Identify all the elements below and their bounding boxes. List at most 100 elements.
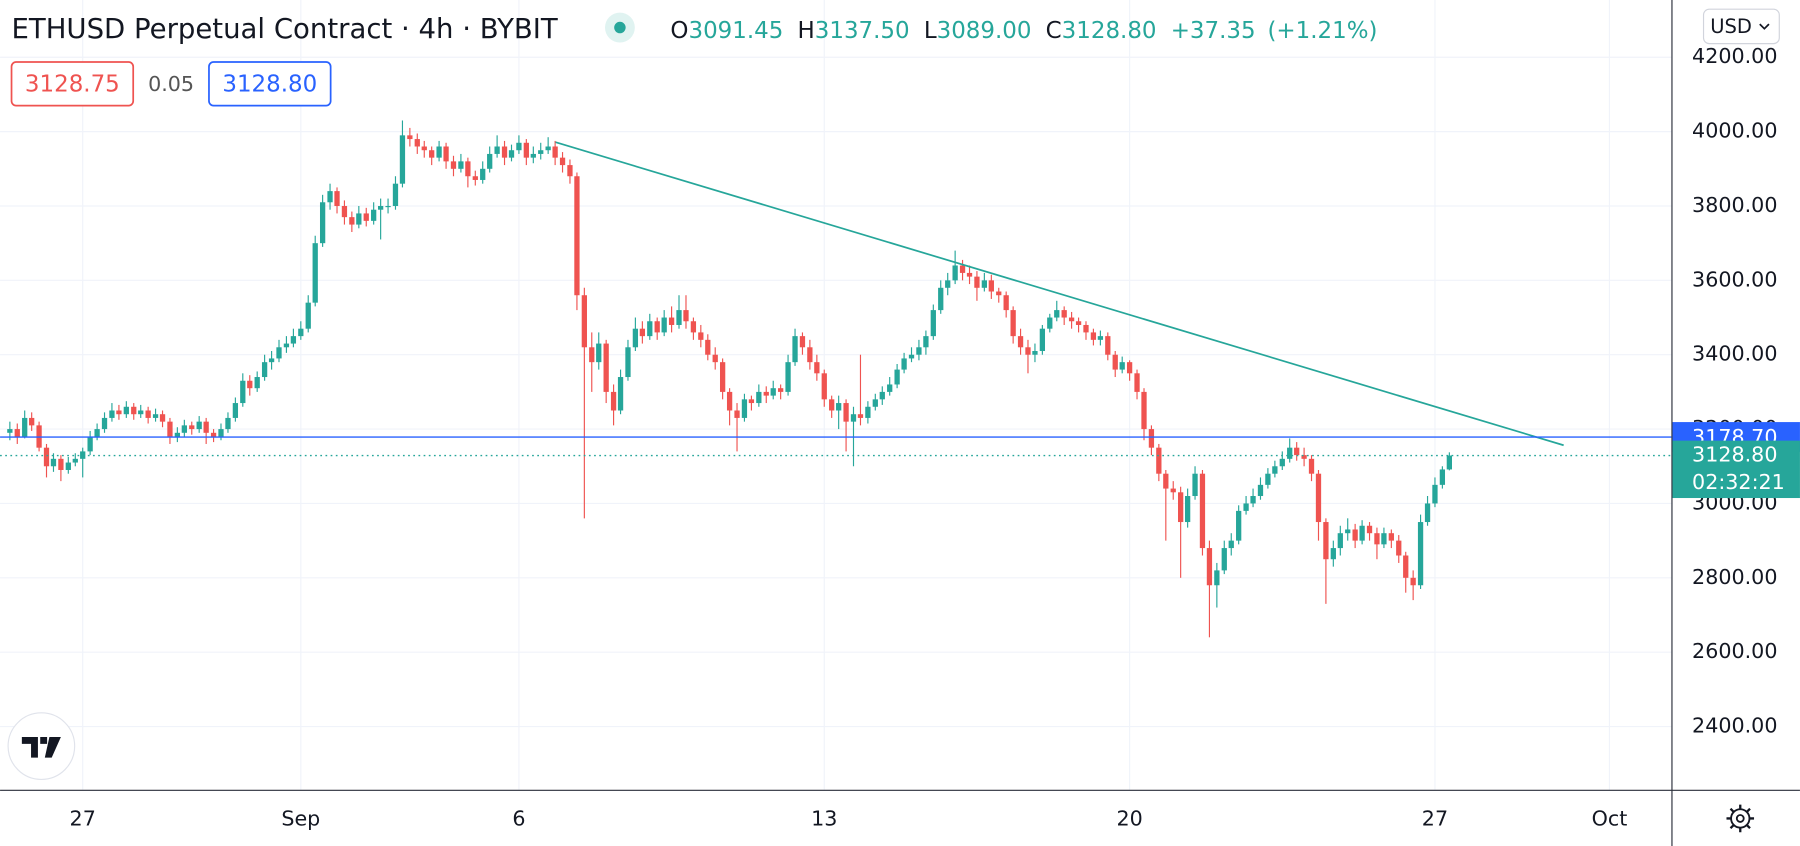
ask-price[interactable]: 3128.80 — [222, 71, 317, 97]
candle-body — [1156, 447, 1162, 474]
candle-body — [807, 347, 813, 363]
candle-body — [167, 421, 173, 437]
axes: 2400.002600.002800.003000.003200.003400.… — [70, 44, 1800, 831]
x-tick-label: Oct — [1592, 807, 1628, 831]
candle-body — [116, 410, 122, 415]
candle-body — [1403, 555, 1409, 578]
candle-body — [1337, 533, 1343, 549]
gear-hub[interactable] — [1735, 814, 1745, 823]
candle-body — [305, 302, 311, 329]
candle-body — [1025, 347, 1031, 355]
candle-body — [1141, 391, 1147, 430]
gear-teeth — [1726, 804, 1755, 833]
candle-body — [1003, 295, 1009, 311]
candle-body — [945, 280, 951, 288]
candle-body — [1184, 496, 1191, 523]
candle-body — [952, 265, 958, 281]
candle-body — [1257, 484, 1264, 497]
candle-body — [1134, 373, 1140, 392]
candle-body — [1388, 533, 1394, 541]
candle-body — [65, 462, 71, 470]
candle-body — [639, 328, 646, 337]
candle-body — [1294, 447, 1300, 456]
y-tick-label: 4000.00 — [1692, 119, 1777, 143]
currency-button[interactable] — [1702, 8, 1780, 45]
candle-body — [865, 406, 871, 418]
candle-body — [1250, 496, 1256, 504]
h-key: H — [798, 17, 815, 43]
candle-body — [908, 354, 915, 359]
ask-box[interactable] — [208, 61, 332, 107]
candle-body — [109, 410, 115, 418]
tv-logo-bg[interactable] — [7, 712, 76, 780]
bid-box[interactable] — [10, 61, 135, 107]
candle-body — [1439, 469, 1446, 485]
candle-body — [465, 161, 471, 177]
o-value: 3091.45 — [688, 17, 783, 43]
c-key: C — [1046, 17, 1062, 43]
bid-price[interactable]: 3128.75 — [25, 71, 120, 97]
candle-body — [916, 347, 922, 355]
candle-body — [938, 287, 944, 311]
h-value: 3137.50 — [815, 17, 910, 43]
last-price-label: 3128.80 — [1692, 443, 1777, 467]
candle-body — [814, 362, 820, 374]
candle-body — [1047, 317, 1053, 329]
candle-body — [1366, 525, 1373, 534]
candle-body — [668, 317, 675, 325]
candle-body — [1228, 540, 1234, 549]
candle-body — [545, 146, 551, 151]
candle-body — [181, 425, 187, 433]
candle-body — [203, 421, 209, 433]
candle-body — [879, 391, 885, 400]
l-value: 3089.00 — [937, 17, 1032, 43]
currency-label[interactable]: USD — [1710, 15, 1752, 38]
candle-body — [741, 399, 748, 418]
candle-body — [552, 146, 558, 158]
candle-body — [705, 339, 711, 355]
candle-body — [1075, 321, 1082, 325]
candle-body — [1330, 548, 1336, 560]
candle-body — [254, 377, 260, 389]
candle-body — [458, 161, 464, 169]
candle-body — [392, 183, 399, 206]
candle-body — [312, 243, 318, 303]
candle-body — [421, 146, 427, 151]
candle-body — [487, 153, 493, 169]
candle-body — [1083, 324, 1089, 333]
candle-body — [676, 310, 682, 325]
candle-body — [603, 343, 609, 392]
candle-body — [385, 205, 391, 208]
l-key: L — [924, 17, 937, 43]
candle-body — [1446, 455, 1452, 470]
candle-body — [850, 414, 857, 422]
candle-body — [1417, 522, 1424, 586]
candle-body — [981, 280, 987, 288]
candle-body — [378, 205, 384, 210]
y-tick-label: 2400.00 — [1692, 714, 1777, 738]
candle-body — [1119, 362, 1125, 370]
candle-body — [1178, 492, 1184, 523]
candle-body — [712, 354, 718, 363]
candle-body — [443, 146, 449, 162]
candle-body — [574, 176, 580, 296]
candle-body — [785, 362, 791, 392]
candle-body — [617, 377, 624, 411]
settings-gear[interactable] — [1726, 804, 1755, 833]
candle-body — [101, 417, 108, 430]
candle-body — [872, 399, 878, 407]
candle-body — [87, 436, 93, 452]
candle-body — [1345, 529, 1351, 534]
candle-body — [1308, 458, 1315, 474]
candle-body — [857, 414, 864, 418]
candle-body — [966, 272, 973, 277]
candle-body — [894, 369, 900, 385]
candle-body — [1017, 336, 1024, 348]
candle-body — [1097, 336, 1104, 340]
candle-body — [530, 153, 536, 158]
candle-body — [625, 347, 631, 378]
candle-body — [276, 347, 282, 359]
candle-body — [290, 336, 297, 344]
candle-body — [1090, 332, 1097, 340]
candle-body — [1199, 473, 1206, 549]
